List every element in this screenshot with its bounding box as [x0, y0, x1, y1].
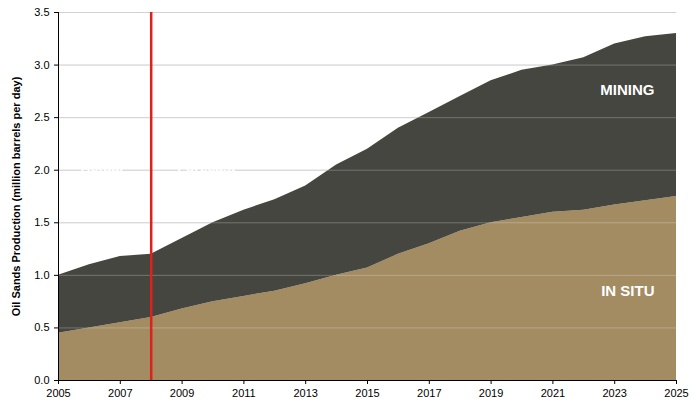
svg-text:3.0: 3.0	[34, 59, 49, 71]
svg-text:2017: 2017	[417, 387, 441, 399]
svg-text:1.0: 1.0	[34, 269, 49, 281]
svg-text:3.5: 3.5	[34, 6, 49, 18]
svg-text:2011: 2011	[232, 387, 256, 399]
svg-text:2007: 2007	[108, 387, 132, 399]
svg-text:2019: 2019	[479, 387, 503, 399]
svg-text:2021: 2021	[541, 387, 565, 399]
svg-text:2.5: 2.5	[34, 111, 49, 123]
svg-text:2013: 2013	[293, 387, 317, 399]
svg-text:2025: 2025	[664, 387, 688, 399]
svg-text:Forecast: Forecast	[177, 159, 236, 175]
svg-text:IN SITU: IN SITU	[601, 282, 654, 299]
svg-text:Oil Sands Production (million: Oil Sands Production (million barrels pe…	[10, 76, 22, 316]
svg-text:0.0: 0.0	[34, 374, 49, 386]
svg-text:0.5: 0.5	[34, 321, 49, 333]
svg-text:2023: 2023	[602, 387, 626, 399]
svg-text:2015: 2015	[355, 387, 379, 399]
svg-text:2005: 2005	[46, 387, 70, 399]
svg-text:MINING: MINING	[600, 81, 654, 98]
svg-text:Actual: Actual	[80, 159, 123, 175]
svg-text:1.5: 1.5	[34, 216, 49, 228]
svg-text:2.0: 2.0	[34, 164, 49, 176]
svg-text:2009: 2009	[170, 387, 194, 399]
